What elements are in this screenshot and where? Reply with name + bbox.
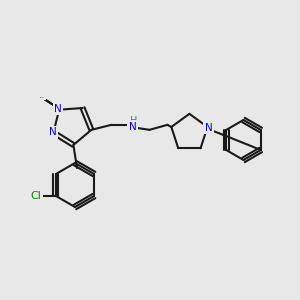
Text: methyl: methyl <box>40 97 45 98</box>
Text: N: N <box>205 123 212 133</box>
Text: H: H <box>130 116 137 126</box>
Text: N: N <box>54 104 62 114</box>
Text: Cl: Cl <box>31 191 41 201</box>
Text: N: N <box>128 122 136 132</box>
Text: N: N <box>49 128 56 137</box>
